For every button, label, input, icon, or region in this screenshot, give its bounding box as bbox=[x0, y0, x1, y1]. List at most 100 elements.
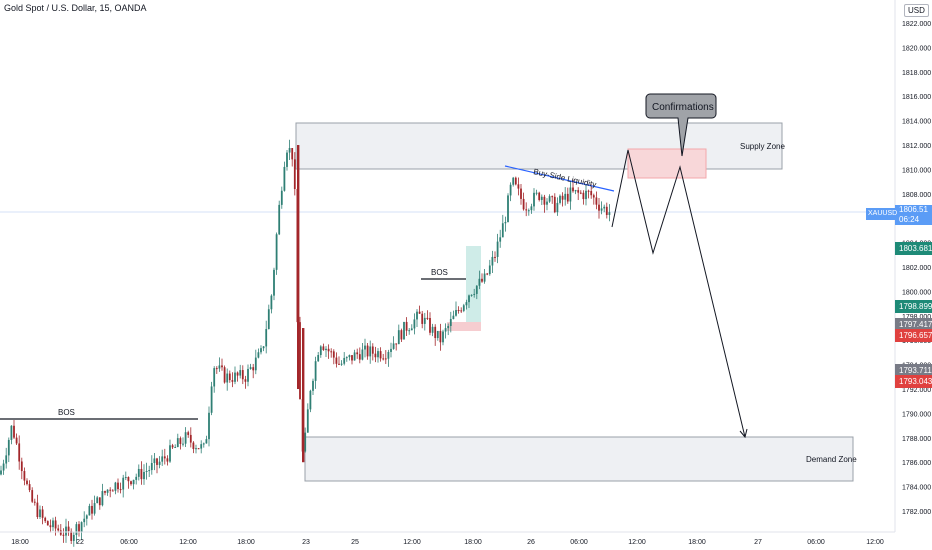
candle-body bbox=[228, 373, 231, 381]
candle-body bbox=[553, 196, 556, 213]
candle-body bbox=[297, 145, 300, 390]
candle-body bbox=[548, 196, 551, 202]
y-tick-label: 1816.000 bbox=[902, 94, 931, 101]
candle-body bbox=[288, 148, 291, 153]
candle-body bbox=[540, 196, 543, 200]
candle-body bbox=[205, 439, 208, 444]
x-tick-label: 12:00 bbox=[866, 539, 884, 546]
y-tick-label: 1786.000 bbox=[902, 460, 931, 467]
candle-body bbox=[332, 351, 335, 358]
candle-body bbox=[7, 439, 10, 456]
candle-body bbox=[595, 197, 598, 205]
candle-body bbox=[148, 470, 151, 472]
candle-body bbox=[156, 458, 158, 465]
candle-body bbox=[449, 318, 452, 326]
candle-body bbox=[603, 206, 606, 209]
confirmations-label: Confirmations bbox=[652, 102, 714, 113]
candle-body bbox=[527, 210, 530, 212]
x-tick-label: 27 bbox=[754, 539, 762, 546]
candle-body bbox=[179, 438, 182, 444]
candle-body bbox=[418, 311, 421, 314]
y-tick-label: 1790.000 bbox=[902, 411, 931, 418]
candle-body bbox=[462, 305, 465, 311]
candle-body bbox=[460, 310, 463, 312]
y-tick-label: 1818.000 bbox=[902, 70, 931, 77]
candle-body bbox=[158, 461, 161, 465]
candle-body bbox=[275, 234, 278, 270]
candle-body bbox=[70, 531, 73, 541]
candle-body bbox=[327, 348, 330, 352]
candle-body bbox=[340, 363, 343, 365]
y-tick-label: 1802.000 bbox=[902, 265, 931, 272]
candle-body bbox=[475, 285, 478, 294]
candle-body bbox=[218, 365, 221, 369]
candle-body bbox=[101, 491, 104, 506]
candle-body bbox=[483, 273, 486, 282]
candle-body bbox=[39, 509, 41, 518]
candle-body bbox=[130, 481, 132, 485]
candle-body bbox=[364, 345, 366, 350]
candle-body bbox=[499, 237, 502, 242]
candle-body bbox=[366, 345, 369, 357]
x-tick-label: 06:00 bbox=[120, 539, 138, 546]
candle-body bbox=[374, 353, 377, 358]
projection-path[interactable] bbox=[611, 149, 746, 438]
candle-body bbox=[143, 471, 145, 480]
candle-body bbox=[67, 526, 70, 532]
confirmations-callout[interactable] bbox=[645, 93, 717, 157]
candle-body bbox=[444, 328, 447, 332]
candle-body bbox=[93, 503, 96, 514]
candle-body bbox=[387, 351, 390, 359]
candle-body bbox=[20, 461, 23, 472]
candle-body bbox=[410, 328, 413, 331]
demand-zone-label: Demand Zone bbox=[806, 455, 857, 464]
demand-zone[interactable] bbox=[304, 436, 854, 482]
candle-body bbox=[434, 326, 437, 339]
supply-zone[interactable] bbox=[295, 122, 783, 170]
candle-body bbox=[561, 195, 564, 200]
candle-body bbox=[132, 479, 135, 485]
candle-body bbox=[522, 198, 525, 210]
candle-body bbox=[507, 195, 509, 223]
candle-body bbox=[517, 184, 520, 189]
candle-body bbox=[13, 425, 15, 438]
candle-body bbox=[96, 497, 99, 504]
price-level-tag: 1796.657 bbox=[895, 329, 932, 342]
candle-body bbox=[470, 294, 473, 296]
candle-body bbox=[421, 313, 424, 324]
candle-body bbox=[574, 190, 577, 192]
candle-body bbox=[358, 354, 361, 360]
candle-body bbox=[598, 204, 600, 211]
buy-side-trendline[interactable] bbox=[504, 165, 615, 192]
confirmation-zone[interactable] bbox=[627, 148, 707, 179]
supply-zone-label: Supply Zone bbox=[740, 142, 785, 151]
candles-layer bbox=[0, 139, 611, 547]
candle-body bbox=[514, 177, 517, 185]
candle-body bbox=[215, 368, 218, 370]
candle-body bbox=[2, 463, 5, 471]
candle-body bbox=[270, 295, 273, 310]
candle-body bbox=[166, 458, 169, 462]
candle-body bbox=[478, 278, 481, 286]
candle-body bbox=[369, 346, 372, 357]
candle-body bbox=[585, 190, 587, 200]
candle-body bbox=[169, 445, 171, 462]
candle-body bbox=[83, 518, 86, 523]
x-tick-label: 06:00 bbox=[570, 539, 588, 546]
candle-body bbox=[171, 445, 174, 448]
bos-mid-label: BOS bbox=[431, 268, 448, 277]
candle-body bbox=[559, 195, 561, 203]
candle-body bbox=[150, 463, 153, 471]
candle-body bbox=[439, 330, 442, 343]
candle-body bbox=[182, 443, 184, 445]
candle-body bbox=[127, 477, 130, 482]
candle-body bbox=[408, 330, 411, 332]
candle-body bbox=[163, 456, 166, 459]
candle-body bbox=[65, 526, 67, 536]
y-tick-label: 1810.000 bbox=[902, 167, 931, 174]
candle-body bbox=[122, 477, 125, 490]
currency-badge[interactable]: USD bbox=[904, 4, 929, 17]
candle-body bbox=[236, 372, 239, 376]
candle-body bbox=[377, 351, 379, 358]
